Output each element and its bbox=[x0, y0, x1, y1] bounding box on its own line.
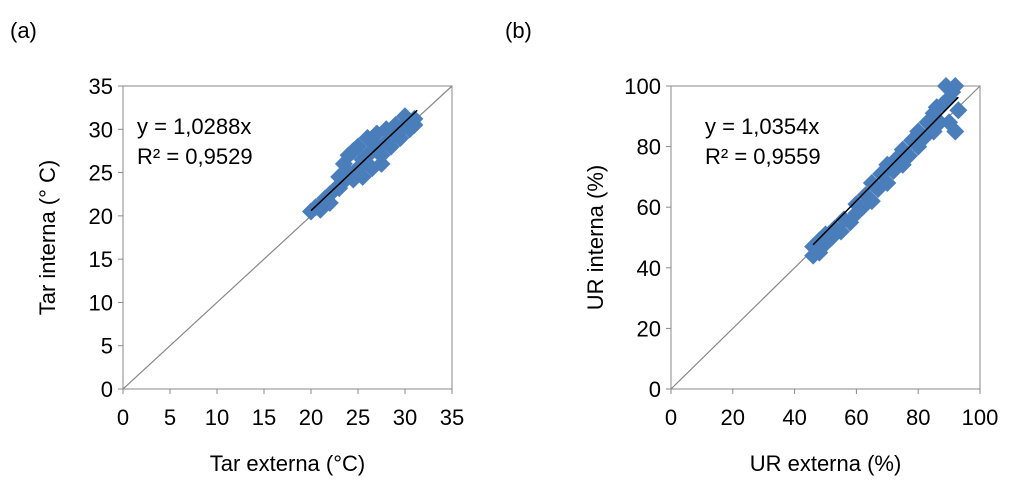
point bbox=[353, 167, 372, 186]
y-tick-label: 35 bbox=[89, 74, 113, 99]
x-axis-title: Tar externa (°C) bbox=[210, 451, 366, 476]
trendline bbox=[310, 109, 418, 212]
x-tick-label: 100 bbox=[962, 405, 999, 430]
x-tick-label: 30 bbox=[393, 405, 417, 430]
x-tick-label: 20 bbox=[299, 405, 323, 430]
point bbox=[831, 222, 850, 241]
x-tick-label: 80 bbox=[906, 405, 930, 430]
x-tick-label: 20 bbox=[721, 405, 745, 430]
x-tick-label: 0 bbox=[665, 405, 677, 430]
equation: y = 1,0288x bbox=[137, 114, 251, 139]
plot-frame bbox=[670, 85, 981, 390]
y-tick-label: 20 bbox=[89, 204, 113, 229]
y-axis-title: Tar interna (° C) bbox=[35, 160, 60, 316]
x-axis-title: UR externa (%) bbox=[750, 451, 902, 476]
y-tick-label: 25 bbox=[89, 161, 113, 186]
point bbox=[372, 154, 391, 173]
point bbox=[927, 98, 946, 117]
y-tick-label: 30 bbox=[89, 117, 113, 142]
point bbox=[405, 115, 424, 134]
panel-label: (a) bbox=[10, 18, 37, 43]
point bbox=[946, 122, 965, 141]
x-tick-label: 15 bbox=[252, 405, 276, 430]
trendline bbox=[812, 96, 959, 246]
y-axis-title: UR interna (%) bbox=[583, 165, 608, 310]
equation: y = 1,0354x bbox=[705, 114, 819, 139]
panel-label: (b) bbox=[505, 18, 532, 43]
x-tick-label: 35 bbox=[440, 405, 464, 430]
x-tick-label: 40 bbox=[782, 405, 806, 430]
point bbox=[400, 120, 419, 139]
y-tick-label: 10 bbox=[89, 290, 113, 315]
x-tick-label: 25 bbox=[346, 405, 370, 430]
point bbox=[943, 83, 962, 102]
y-tick-label: 100 bbox=[624, 74, 661, 99]
plot-frame bbox=[122, 85, 453, 390]
y-tick-label: 40 bbox=[637, 256, 661, 281]
point bbox=[949, 101, 968, 120]
point bbox=[862, 192, 881, 211]
y-tick-label: 60 bbox=[637, 195, 661, 220]
y-tick-label: 5 bbox=[101, 334, 113, 359]
y-tick-label: 80 bbox=[637, 135, 661, 160]
y-tick-label: 15 bbox=[89, 247, 113, 272]
equation: R² = 0,9529 bbox=[137, 144, 253, 169]
point bbox=[930, 113, 949, 132]
y-tick-label: 0 bbox=[649, 377, 661, 402]
x-tick-label: 0 bbox=[117, 405, 129, 430]
equation: R² = 0,9559 bbox=[705, 144, 821, 169]
y-tick-label: 0 bbox=[101, 377, 113, 402]
x-tick-label: 5 bbox=[164, 405, 176, 430]
x-tick-label: 60 bbox=[844, 405, 868, 430]
y-tick-label: 20 bbox=[637, 316, 661, 341]
point bbox=[878, 173, 897, 192]
x-tick-label: 10 bbox=[205, 405, 229, 430]
